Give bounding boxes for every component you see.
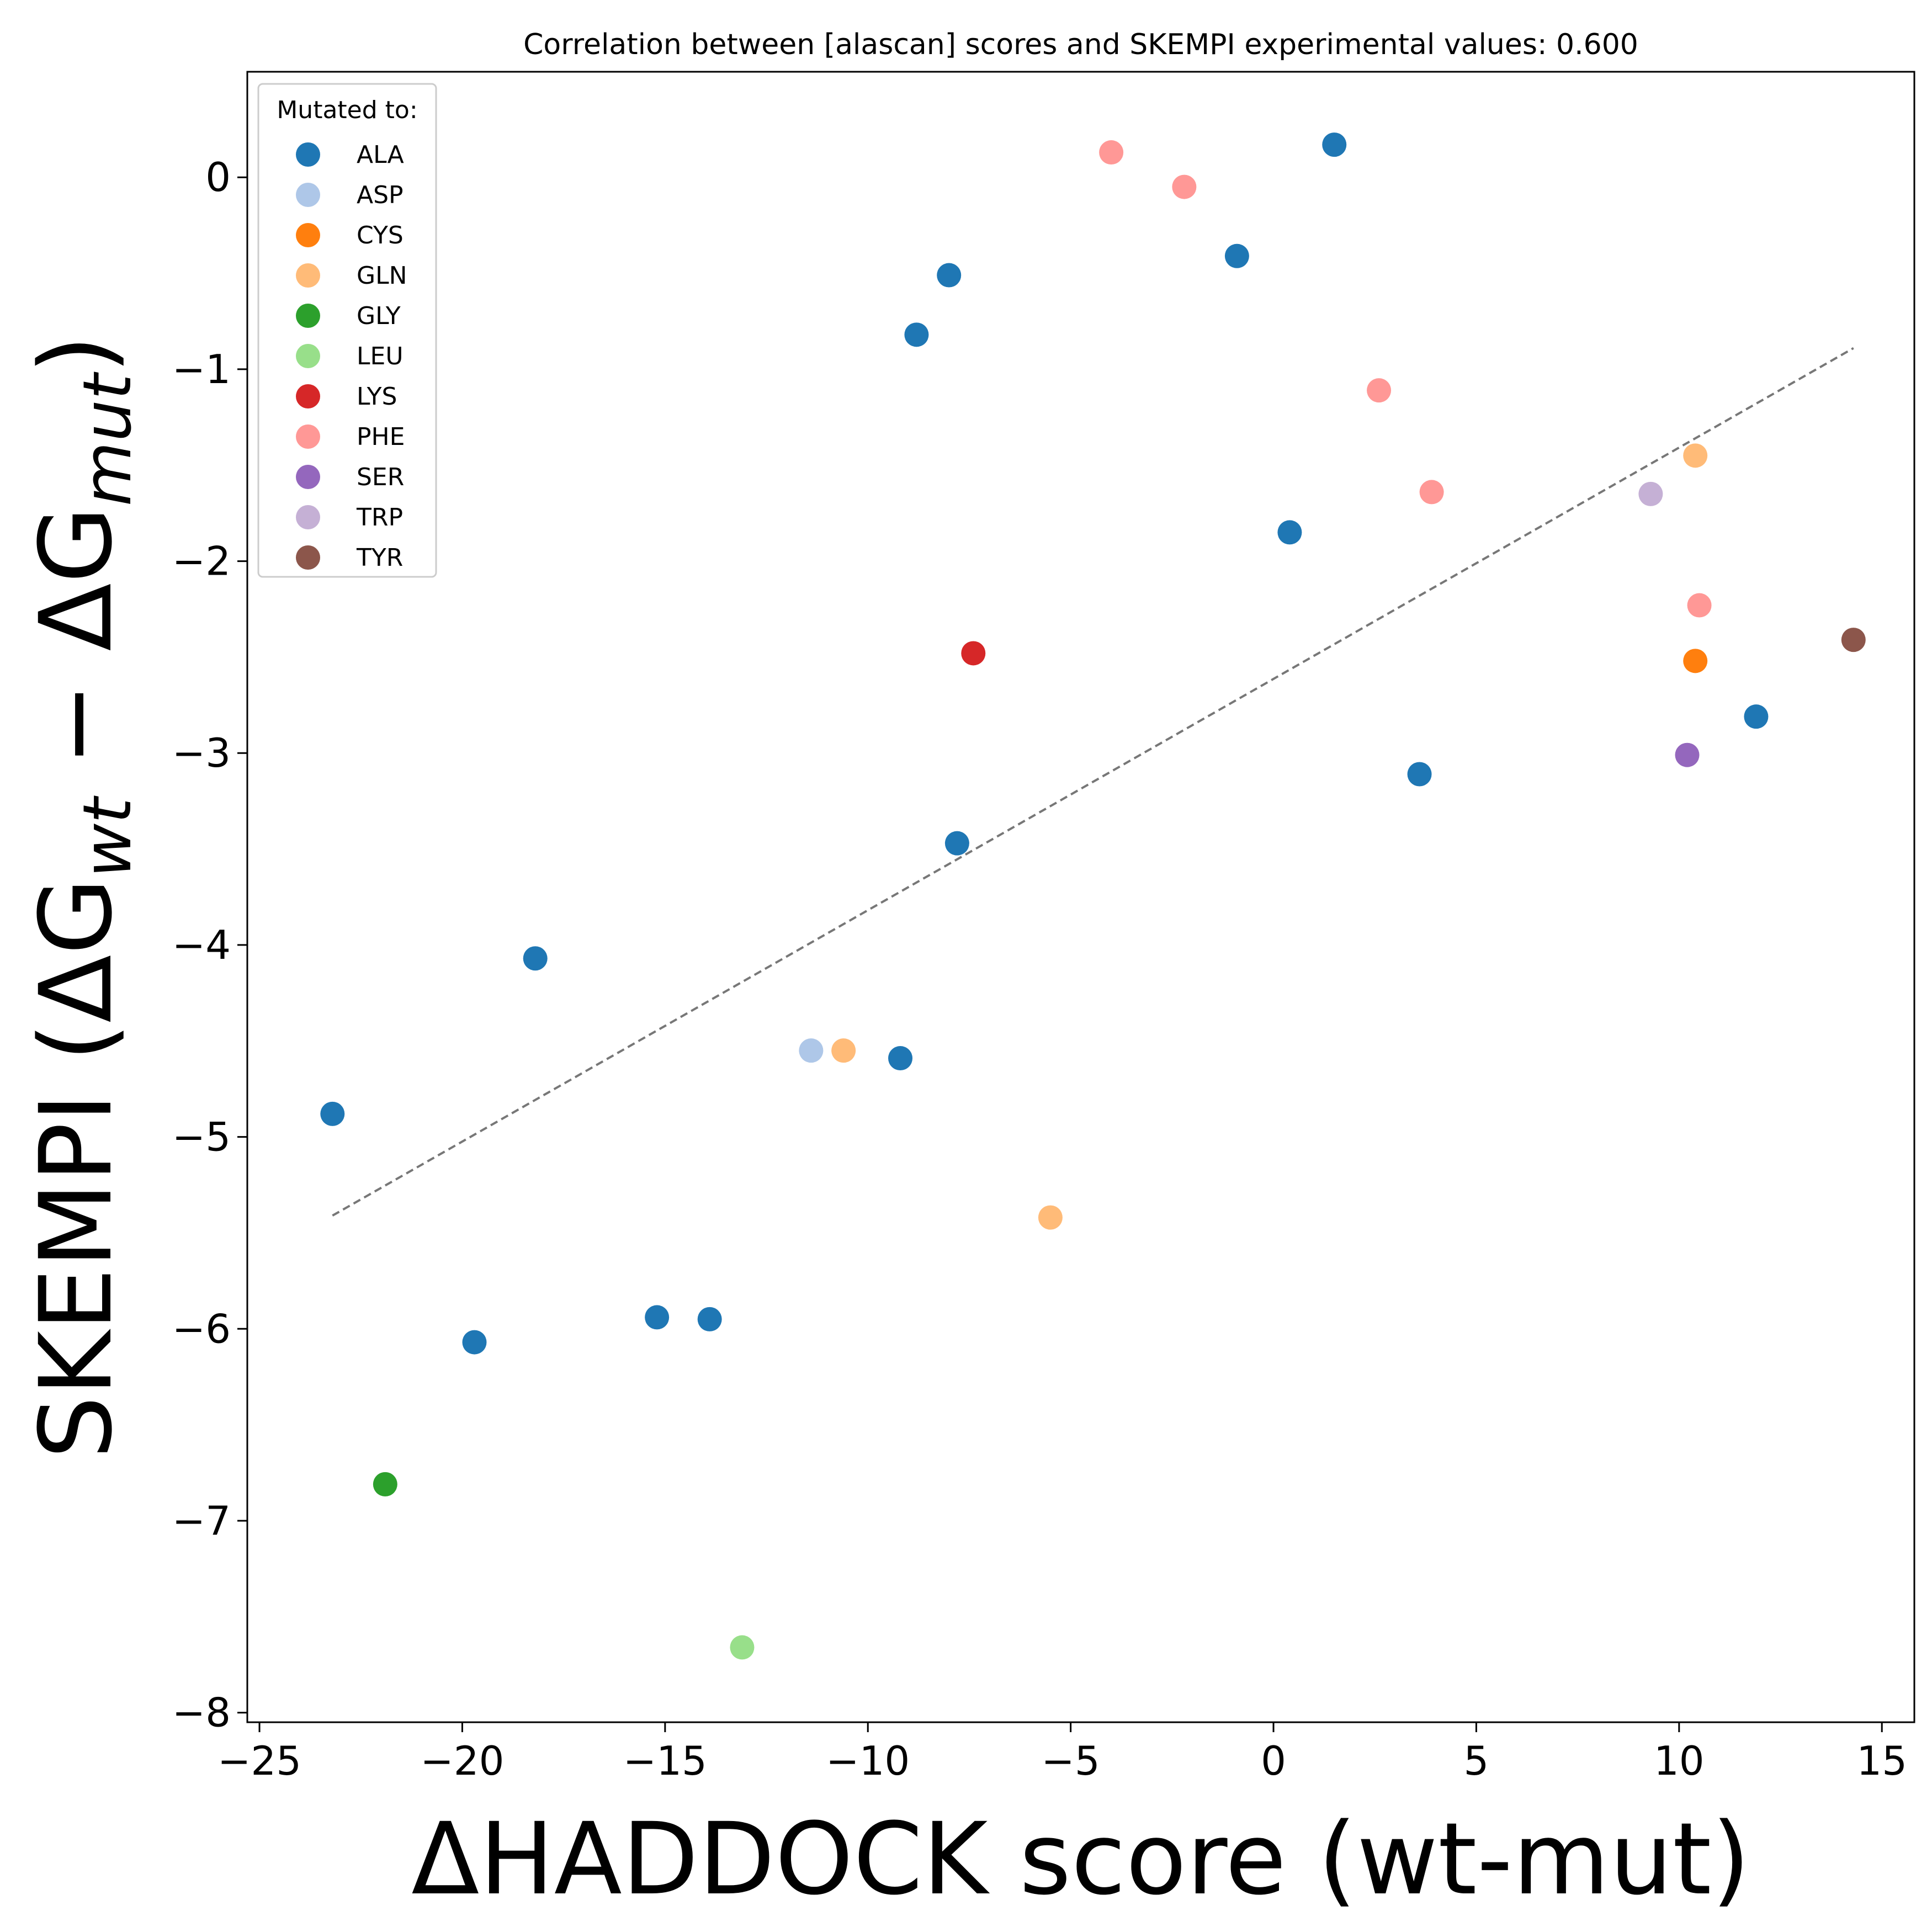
- series-gly: [373, 1472, 397, 1496]
- legend-label-tyr: TYR: [356, 544, 403, 572]
- y-axis-label-suffix: ): [19, 335, 134, 374]
- legend-label-ser: SER: [357, 463, 404, 491]
- chart-title: Correlation between [alascan] scores and…: [523, 28, 1638, 61]
- data-point: [1419, 480, 1444, 505]
- legend-label-cys: CYS: [357, 221, 404, 250]
- y-tick-label: −6: [172, 1305, 231, 1352]
- legend-marker-tyr: [296, 545, 320, 570]
- data-point: [1687, 593, 1712, 618]
- series-ser: [1675, 742, 1700, 767]
- data-point: [1099, 140, 1124, 165]
- data-point: [697, 1307, 722, 1331]
- y-axis-ticks: 0 −1 −2 −3 −4 −5 −6 −7 −8: [172, 154, 247, 1736]
- data-point: [1744, 704, 1769, 729]
- y-axis-label: SKEMPI (ΔGwt − ΔGmut): [19, 335, 146, 1459]
- data-point: [944, 831, 969, 856]
- y-tick-label: −4: [172, 922, 231, 968]
- data-point: [937, 263, 962, 288]
- data-point: [645, 1305, 670, 1330]
- x-tick-label: 5: [1464, 1738, 1489, 1784]
- legend-label-phe: PHE: [357, 423, 405, 451]
- legend-label-asp: ASP: [357, 181, 404, 209]
- y-tick-label: −7: [172, 1498, 231, 1544]
- legend-label-gly: GLY: [357, 302, 401, 330]
- y-tick-label: −1: [172, 346, 231, 392]
- series-lys: [961, 641, 986, 666]
- series-phe: [1099, 140, 1712, 618]
- legend-box: [257, 83, 437, 578]
- data-point: [799, 1038, 824, 1063]
- y-axis-label-sub-mut: mut: [70, 371, 146, 506]
- x-tick-label: 10: [1654, 1738, 1705, 1784]
- data-point: [904, 322, 929, 347]
- data-point: [1322, 132, 1347, 157]
- series-trp: [1638, 481, 1663, 506]
- series-tyr: [1841, 628, 1866, 652]
- legend-marker-leu: [296, 344, 320, 368]
- data-point: [1277, 520, 1302, 545]
- x-tick-label: 15: [1856, 1738, 1907, 1784]
- legend-marker-phe: [296, 424, 320, 449]
- fit-line: [332, 347, 1854, 1217]
- legend-marker-trp: [296, 505, 320, 529]
- legend-title: Mutated to:: [277, 96, 417, 124]
- data-point: [888, 1046, 913, 1071]
- x-tick-label: −25: [217, 1738, 301, 1784]
- legend-label-ala: ALA: [357, 141, 404, 169]
- legend-marker-gln: [296, 263, 320, 288]
- x-tick-label: −5: [1042, 1738, 1100, 1784]
- data-point: [1638, 481, 1663, 506]
- series-gln: [831, 443, 1708, 1230]
- data-point: [1683, 649, 1708, 673]
- y-axis-label-middle: − ΔG: [19, 506, 134, 798]
- series-asp: [799, 1038, 824, 1063]
- series-cys: [1683, 649, 1708, 673]
- y-tick-label: −2: [172, 538, 231, 585]
- x-tick-label: 0: [1261, 1738, 1286, 1784]
- x-tick-label: −10: [826, 1738, 910, 1784]
- legend-marker-lys: [296, 384, 320, 408]
- legend-marker-asp: [296, 183, 320, 207]
- legend-marker-ala: [296, 142, 320, 167]
- data-point: [1841, 628, 1866, 652]
- data-point: [730, 1635, 755, 1660]
- plot-frame: [246, 71, 1915, 1723]
- data-point: [462, 1330, 487, 1355]
- y-axis-label-prefix: SKEMPI (ΔG: [19, 878, 134, 1459]
- legend-label-lys: LYS: [357, 383, 397, 411]
- data-point: [1367, 378, 1392, 403]
- y-tick-label: −3: [172, 730, 231, 776]
- legend-marker-gly: [296, 304, 320, 328]
- y-tick-label: −5: [172, 1114, 231, 1160]
- x-axis-ticks: −25 −20 −15 −10 −5 0 5 10 15: [217, 1722, 1907, 1784]
- legend-marker-cys: [296, 223, 320, 247]
- data-point: [1407, 762, 1432, 787]
- legend-label-leu: LEU: [357, 342, 404, 370]
- y-tick-label: −8: [172, 1690, 231, 1736]
- data-point: [1038, 1205, 1063, 1230]
- legend: Mutated to: ALA ASP CYS GLN GLY LEU LYS PHE SER TR…: [257, 83, 437, 578]
- legend-label-trp: TRP: [356, 503, 403, 532]
- data-point: [1172, 174, 1197, 199]
- data-point: [320, 1101, 345, 1126]
- x-tick-label: −20: [420, 1738, 504, 1784]
- data-point: [1224, 243, 1249, 268]
- data-point: [961, 641, 986, 666]
- data-point: [831, 1038, 856, 1063]
- legend-label-gln: GLN: [357, 262, 407, 290]
- legend-marker-ser: [296, 465, 320, 489]
- x-tick-label: −15: [623, 1738, 707, 1784]
- y-axis-label-sub-wt: wt: [70, 795, 146, 878]
- y-tick-label: 0: [205, 154, 231, 200]
- plot-area: [246, 71, 1915, 1723]
- data-point: [1683, 443, 1708, 468]
- data-point: [373, 1472, 397, 1496]
- x-axis-label: ΔHADDOCK score (wt-mut): [411, 1802, 1750, 1917]
- data-point: [523, 946, 548, 971]
- data-point: [1675, 742, 1700, 767]
- series-leu: [730, 1635, 755, 1660]
- series-ala: [320, 132, 1769, 1355]
